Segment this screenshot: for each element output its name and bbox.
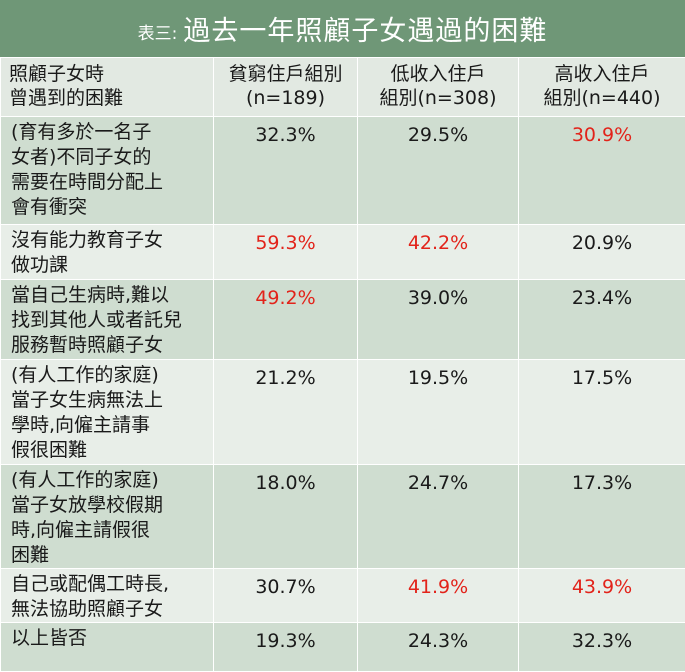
title-prefix: 表三: <box>138 19 178 44</box>
row-label-line: 假很困難 <box>11 438 205 463</box>
header-poor-households: 貧窮住戶組別 (n=189) <box>214 58 358 117</box>
header-text: 低收入住戶 <box>366 62 510 86</box>
value-cell: 19.3% <box>214 623 358 672</box>
row-label: 沒有能力教育子女做功課 <box>1 225 214 280</box>
value-cell: 24.7% <box>358 465 519 569</box>
header-text: 高收入住戶 <box>527 62 677 86</box>
row-label-line: 做功課 <box>11 253 205 278</box>
row-label-line: 找到其他人或者託兒 <box>11 308 205 333</box>
row-label-line: (育有多於一名子 <box>11 120 205 145</box>
header-text: (n=189) <box>222 86 349 110</box>
row-label: (育有多於一名子女者)不同子女的需要在時間分配上會有衝突 <box>1 117 214 225</box>
row-label: 自己或配偶工時長,無法協助照顧子女 <box>1 569 214 623</box>
row-label-line: 會有衝突 <box>11 195 205 220</box>
value-cell: 20.9% <box>519 225 685 280</box>
value-cell: 43.9% <box>519 569 685 623</box>
row-label-line: 服務暫時照顧子女 <box>11 333 205 358</box>
row-label-line: 學時,向僱主請事 <box>11 413 205 438</box>
header-text: 組別(n=308) <box>366 86 510 110</box>
row-label-line: 時,向僱主請假很 <box>11 518 205 543</box>
value-cell: 30.9% <box>519 117 685 225</box>
header-text: 組別(n=440) <box>527 86 677 110</box>
value-cell: 23.4% <box>519 280 685 360</box>
row-label-line: (有人工作的家庭) <box>11 468 205 493</box>
row-label: (有人工作的家庭)當子女放學校假期時,向僱主請假很困難 <box>1 465 214 569</box>
row-label-line: 自己或配偶工時長, <box>11 572 205 597</box>
value-cell: 24.3% <box>358 623 519 672</box>
row-label-line: (有人工作的家庭) <box>11 363 205 388</box>
value-cell: 32.3% <box>519 623 685 672</box>
header-row: 照顧子女時 曾遇到的困難 貧窮住戶組別 (n=189) 低收入住戶 組別(n=3… <box>1 58 685 117</box>
value-cell: 17.5% <box>519 360 685 465</box>
row-label: 當自己生病時,難以找到其他人或者託兒服務暫時照顧子女 <box>1 280 214 360</box>
row-label: (有人工作的家庭)當子女生病無法上學時,向僱主請事假很困難 <box>1 360 214 465</box>
row-label-line: 女者)不同子女的 <box>11 145 205 170</box>
row-label-line: 困難 <box>11 543 205 568</box>
row-label-line: 當子女生病無法上 <box>11 388 205 413</box>
value-cell: 32.3% <box>214 117 358 225</box>
value-cell: 18.0% <box>214 465 358 569</box>
row-label: 以上皆否 <box>1 623 214 672</box>
value-cell: 19.5% <box>358 360 519 465</box>
header-text: 照顧子女時 <box>9 62 205 86</box>
row-label-line: 當自己生病時,難以 <box>11 283 205 308</box>
header-text: 貧窮住戶組別 <box>222 62 349 86</box>
header-low-income: 低收入住戶 組別(n=308) <box>358 58 519 117</box>
row-label-line: 沒有能力教育子女 <box>11 228 205 253</box>
row-label-line: 需要在時間分配上 <box>11 170 205 195</box>
table-title: 過去一年照顧子女遇過的困難 <box>183 9 547 48</box>
data-table: 照顧子女時 曾遇到的困難 貧窮住戶組別 (n=189) 低收入住戶 組別(n=3… <box>0 57 685 672</box>
value-cell: 17.3% <box>519 465 685 569</box>
value-cell: 30.7% <box>214 569 358 623</box>
value-cell: 42.2% <box>358 225 519 280</box>
value-cell: 49.2% <box>214 280 358 360</box>
value-cell: 39.0% <box>358 280 519 360</box>
row-label-line: 以上皆否 <box>11 626 205 651</box>
title-bar: 表三: 過去一年照顧子女遇過的困難 <box>0 0 685 57</box>
header-high-income: 高收入住戶 組別(n=440) <box>519 58 685 117</box>
value-cell: 29.5% <box>358 117 519 225</box>
row-label-line: 當子女放學校假期 <box>11 493 205 518</box>
header-difficulty: 照顧子女時 曾遇到的困難 <box>1 58 214 117</box>
table-row: 以上皆否 19.3%24.3%32.3% <box>1 623 685 672</box>
value-cell: 41.9% <box>358 569 519 623</box>
value-cell: 59.3% <box>214 225 358 280</box>
value-cell: 21.2% <box>214 360 358 465</box>
row-label-line: 無法協助照顧子女 <box>11 597 205 622</box>
header-text: 曾遇到的困難 <box>9 86 205 110</box>
